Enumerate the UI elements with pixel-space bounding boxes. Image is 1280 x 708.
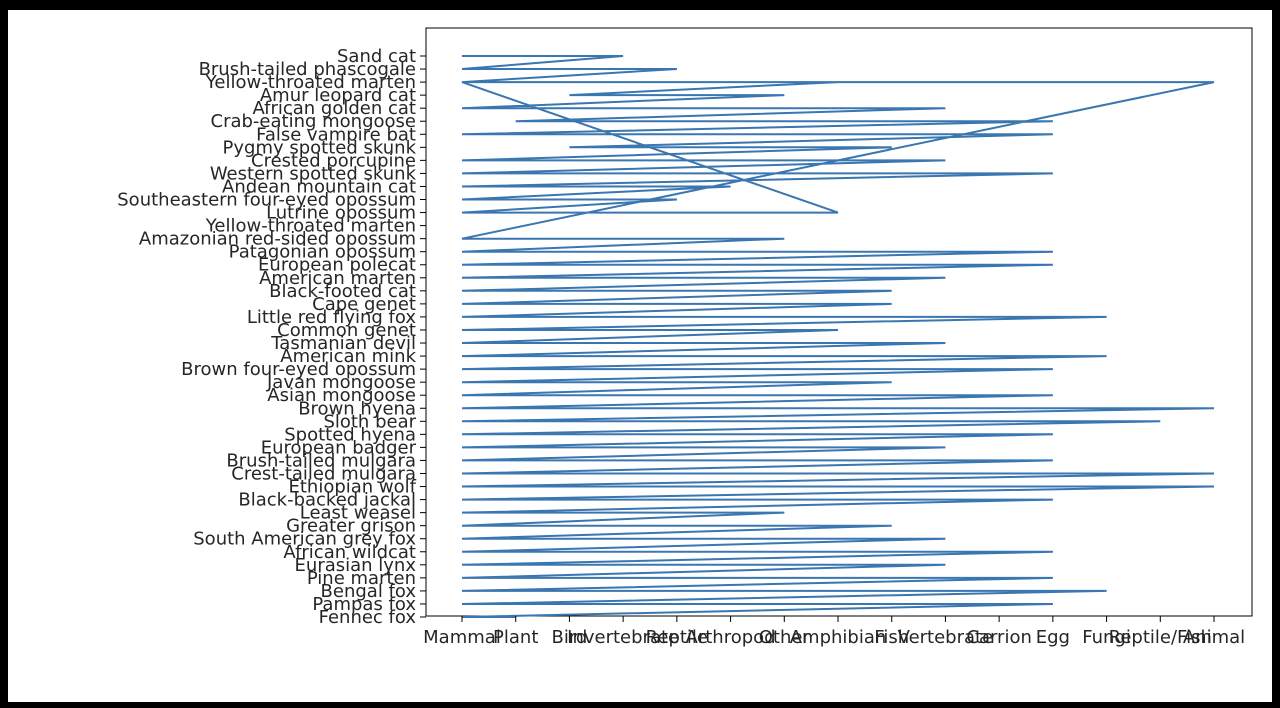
- y-tick-label: Little red flying fox: [247, 307, 417, 328]
- y-tick-label: American marten: [259, 268, 416, 289]
- y-tick-label: Brush-tailed mulgara: [226, 450, 416, 471]
- y-tick-label: Least weasel: [300, 503, 416, 524]
- y-tick-label: Brown hyena: [298, 398, 416, 419]
- y-tick-label: American mink: [280, 346, 416, 367]
- plot-frame: [425, 27, 1253, 617]
- y-tick-label: Eurasian lynx: [295, 555, 417, 576]
- y-tick-label: Sloth bear: [323, 411, 416, 432]
- x-tick-label: Plant: [493, 627, 538, 648]
- y-tick-label: Lutrine opossum: [266, 203, 416, 224]
- chart-canvas: Mammal Plant Bird Invertebrate Reptile Arthro…: [8, 10, 1272, 702]
- x-tick-label: Carrion: [966, 627, 1032, 648]
- x-tick-label: Fungi: [1082, 627, 1131, 648]
- y-tick-label: South American grey fox: [193, 529, 416, 550]
- y-tick-label: Black-footed cat: [269, 281, 416, 302]
- x-tick-label: Reptile: [646, 627, 708, 648]
- y-tick-label: Western spotted skunk: [210, 163, 417, 184]
- y-tick-label: Pygmy spotted skunk: [223, 137, 417, 158]
- series-line: [461, 55, 1215, 618]
- y-tick-label: Tasmanian devil: [270, 333, 416, 354]
- y-tick-label: Andean mountain cat: [222, 176, 416, 197]
- y-tick-label: Black-backed jackal: [238, 490, 416, 511]
- y-tick-label: Pampas fox: [312, 594, 416, 615]
- y-tick-label: Asian mongoose: [267, 385, 416, 406]
- x-tick-label: Reptile/Fish: [1109, 627, 1212, 648]
- x-tick-label: Other: [759, 627, 811, 648]
- y-tick-label: African wildcat: [283, 542, 416, 563]
- x-tick-label: Invertebrate: [567, 627, 679, 648]
- y-tick-label: Yellow-throated marten: [205, 216, 416, 237]
- y-tick-label: Crested porcupine: [251, 150, 416, 171]
- x-tick-label: Egg: [1036, 627, 1070, 648]
- x-tick-label: Amphibian: [790, 627, 887, 648]
- x-tick-label: Animal: [1183, 627, 1245, 648]
- x-tick-label: Vertebrate: [898, 627, 994, 648]
- y-tick-label: Common genet: [277, 320, 416, 341]
- y-tick-label: Brown four-eyed opossum: [181, 359, 416, 380]
- y-tick-label: Crest-tailed mulgara: [231, 463, 416, 484]
- y-tick-label: Ethiopian wolf: [288, 477, 416, 498]
- y-tick-label: European polecat: [258, 255, 416, 276]
- y-tick-label: Sand cat: [337, 46, 416, 67]
- y-tick-label: Crab-eating mongoose: [211, 111, 417, 132]
- y-tick-label: Brush-tailed phascogale: [199, 59, 416, 80]
- y-tick-label: Javan mongoose: [266, 372, 416, 393]
- y-tick-label: Fennec fox: [319, 607, 417, 628]
- y-tick-label: Bengal fox: [321, 581, 417, 602]
- y-tick-label: Cape genet: [312, 294, 416, 315]
- x-tick-label: Bird: [551, 627, 587, 648]
- x-tick-label: Fish: [874, 627, 909, 648]
- y-tick-label: Southeastern four-eyed opossum: [117, 190, 416, 211]
- y-tick-label: Greater grison: [286, 516, 416, 537]
- y-tick-label: Amur leopard cat: [260, 85, 416, 106]
- y-tick-label: Amazonian red-sided opossum: [139, 229, 416, 250]
- y-tick-label: African golden cat: [252, 98, 416, 119]
- y-tick-label: European badger: [261, 437, 417, 458]
- y-tick-label: Patagonian opossum: [229, 242, 416, 263]
- y-tick-label: Spotted hyena: [284, 424, 416, 445]
- x-tick-label: Arthropod: [686, 627, 776, 648]
- x-tick-label: Mammal: [423, 627, 501, 648]
- y-tick-label: Yellow-throated marten: [205, 72, 416, 93]
- y-tick-label: False vampire bat: [256, 124, 416, 145]
- y-tick-label: Pine marten: [307, 568, 416, 589]
